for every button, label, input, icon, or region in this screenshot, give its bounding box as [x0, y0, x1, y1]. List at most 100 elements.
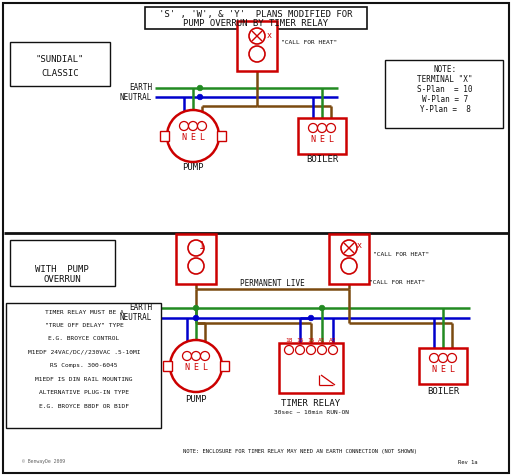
Text: N: N — [181, 133, 186, 142]
Text: N: N — [184, 364, 189, 373]
Text: "SUNDIAL": "SUNDIAL" — [36, 54, 84, 63]
Text: W-Plan = 7: W-Plan = 7 — [422, 96, 468, 105]
Circle shape — [341, 258, 357, 274]
Text: BOILER: BOILER — [427, 387, 459, 397]
Circle shape — [430, 354, 438, 363]
Circle shape — [188, 121, 198, 130]
Text: L: L — [203, 364, 207, 373]
Text: A1: A1 — [318, 338, 326, 344]
Circle shape — [182, 351, 191, 360]
Text: NEUTRAL: NEUTRAL — [120, 314, 152, 323]
Circle shape — [198, 121, 206, 130]
Circle shape — [197, 85, 203, 91]
Circle shape — [170, 340, 222, 392]
Circle shape — [167, 110, 219, 162]
Text: S-Plan  = 10: S-Plan = 10 — [417, 86, 473, 95]
Text: TERMINAL "X": TERMINAL "X" — [417, 76, 473, 85]
Text: 16: 16 — [296, 338, 304, 344]
Bar — [10, 42, 110, 86]
Text: E: E — [440, 366, 445, 375]
Text: 'S' , 'W', & 'Y'  PLANS MODIFIED FOR: 'S' , 'W', & 'Y' PLANS MODIFIED FOR — [159, 10, 353, 19]
Text: x: x — [267, 31, 272, 40]
Text: x: x — [357, 241, 362, 250]
Bar — [329, 234, 369, 284]
Text: E: E — [319, 136, 325, 145]
Text: E.G. BROYCE B8DF OR B1DF: E.G. BROYCE B8DF OR B1DF — [39, 404, 129, 409]
Circle shape — [285, 346, 293, 355]
Text: 15: 15 — [307, 338, 315, 344]
Circle shape — [319, 305, 325, 311]
Bar — [10, 240, 115, 286]
Circle shape — [249, 46, 265, 62]
Text: E: E — [190, 133, 196, 142]
Text: EARTH: EARTH — [129, 83, 152, 92]
Circle shape — [438, 354, 447, 363]
Bar — [419, 348, 467, 384]
Bar — [385, 60, 503, 128]
Text: L: L — [450, 366, 455, 375]
Bar — [6, 303, 161, 428]
Text: ALTERNATIVE PLUG-IN TYPE: ALTERNATIVE PLUG-IN TYPE — [39, 390, 129, 396]
Text: "TRUE OFF DELAY" TYPE: "TRUE OFF DELAY" TYPE — [45, 323, 123, 328]
Circle shape — [193, 305, 199, 311]
Circle shape — [329, 346, 337, 355]
Text: BOILER: BOILER — [306, 156, 338, 165]
Text: A2: A2 — [329, 338, 337, 344]
Text: "CALL FOR HEAT": "CALL FOR HEAT" — [281, 40, 337, 44]
Text: M1EDF IS DIN RAIL MOUNTING: M1EDF IS DIN RAIL MOUNTING — [35, 377, 133, 382]
Text: NOTE:: NOTE: — [434, 66, 457, 75]
Text: 18: 18 — [285, 338, 293, 344]
Circle shape — [188, 240, 204, 256]
Text: PERMANENT LIVE: PERMANENT LIVE — [240, 278, 304, 288]
Text: N: N — [432, 366, 437, 375]
Text: © BenwayDe 2009: © BenwayDe 2009 — [22, 459, 65, 465]
Text: M1EDF 24VAC/DC//230VAC .5-10MI: M1EDF 24VAC/DC//230VAC .5-10MI — [28, 350, 140, 355]
Text: WITH  PUMP: WITH PUMP — [35, 265, 89, 274]
Bar — [220, 361, 229, 371]
Circle shape — [197, 94, 203, 100]
Text: E: E — [194, 364, 199, 373]
Circle shape — [188, 258, 204, 274]
Circle shape — [191, 351, 201, 360]
Circle shape — [307, 346, 315, 355]
Bar — [279, 343, 343, 393]
Text: NEUTRAL: NEUTRAL — [120, 92, 152, 101]
Text: N: N — [310, 136, 315, 145]
Bar — [237, 21, 277, 71]
Bar — [176, 234, 216, 284]
Text: PUMP OVERRUN BY TIMER RELAY: PUMP OVERRUN BY TIMER RELAY — [183, 20, 329, 29]
Text: Y-Plan =  8: Y-Plan = 8 — [419, 106, 471, 115]
Text: CLASSIC: CLASSIC — [41, 69, 79, 78]
Circle shape — [193, 315, 199, 321]
Text: PUMP: PUMP — [185, 395, 207, 404]
Bar — [298, 118, 346, 154]
Circle shape — [308, 315, 314, 321]
Circle shape — [180, 121, 188, 130]
Text: TIMER RELAY MUST BE A: TIMER RELAY MUST BE A — [45, 309, 123, 315]
Text: E.G. BROYCE CONTROL: E.G. BROYCE CONTROL — [48, 337, 120, 341]
Text: RS Comps. 300-6045: RS Comps. 300-6045 — [50, 364, 118, 368]
Circle shape — [341, 240, 357, 256]
Text: NOTE: ENCLOSURE FOR TIMER RELAY MAY NEED AN EARTH CONNECTION (NOT SHOWN): NOTE: ENCLOSURE FOR TIMER RELAY MAY NEED… — [183, 449, 417, 455]
Bar — [217, 131, 226, 141]
Text: EARTH: EARTH — [129, 304, 152, 313]
Text: L: L — [329, 136, 333, 145]
Circle shape — [447, 354, 457, 363]
Circle shape — [295, 346, 305, 355]
Circle shape — [309, 123, 317, 132]
Text: "CALL FOR HEAT": "CALL FOR HEAT" — [369, 280, 425, 286]
Text: OVERRUN: OVERRUN — [43, 276, 81, 285]
Circle shape — [249, 28, 265, 44]
Bar — [160, 131, 169, 141]
Bar — [163, 361, 172, 371]
Bar — [145, 7, 367, 29]
Text: 1: 1 — [199, 241, 205, 251]
Text: PUMP: PUMP — [182, 163, 204, 172]
Circle shape — [317, 346, 327, 355]
Circle shape — [327, 123, 335, 132]
Text: "CALL FOR HEAT": "CALL FOR HEAT" — [373, 251, 429, 257]
Text: TIMER RELAY: TIMER RELAY — [282, 398, 340, 407]
Circle shape — [201, 351, 209, 360]
Text: Rev 1a: Rev 1a — [458, 459, 478, 465]
Text: L: L — [200, 133, 204, 142]
